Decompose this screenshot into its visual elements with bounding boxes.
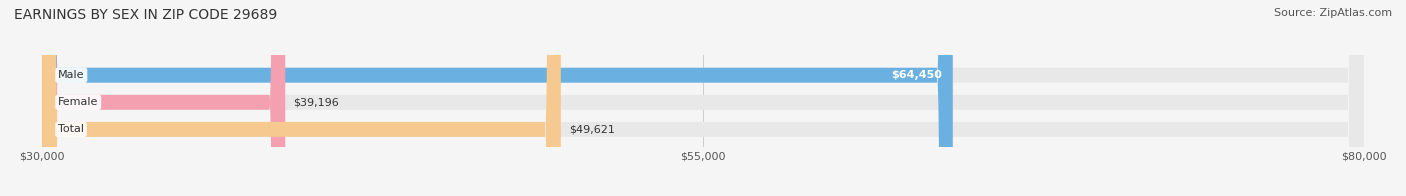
Text: $49,621: $49,621 [569, 124, 614, 134]
Text: Male: Male [58, 70, 84, 80]
Text: EARNINGS BY SEX IN ZIP CODE 29689: EARNINGS BY SEX IN ZIP CODE 29689 [14, 8, 277, 22]
Text: Source: ZipAtlas.com: Source: ZipAtlas.com [1274, 8, 1392, 18]
Text: $64,450: $64,450 [891, 70, 942, 80]
FancyBboxPatch shape [42, 0, 1364, 196]
FancyBboxPatch shape [42, 0, 561, 196]
Text: $39,196: $39,196 [294, 97, 339, 107]
Text: Total: Total [58, 124, 84, 134]
FancyBboxPatch shape [42, 0, 1364, 196]
FancyBboxPatch shape [42, 0, 285, 196]
Text: Female: Female [58, 97, 98, 107]
FancyBboxPatch shape [42, 0, 1364, 196]
FancyBboxPatch shape [42, 0, 953, 196]
